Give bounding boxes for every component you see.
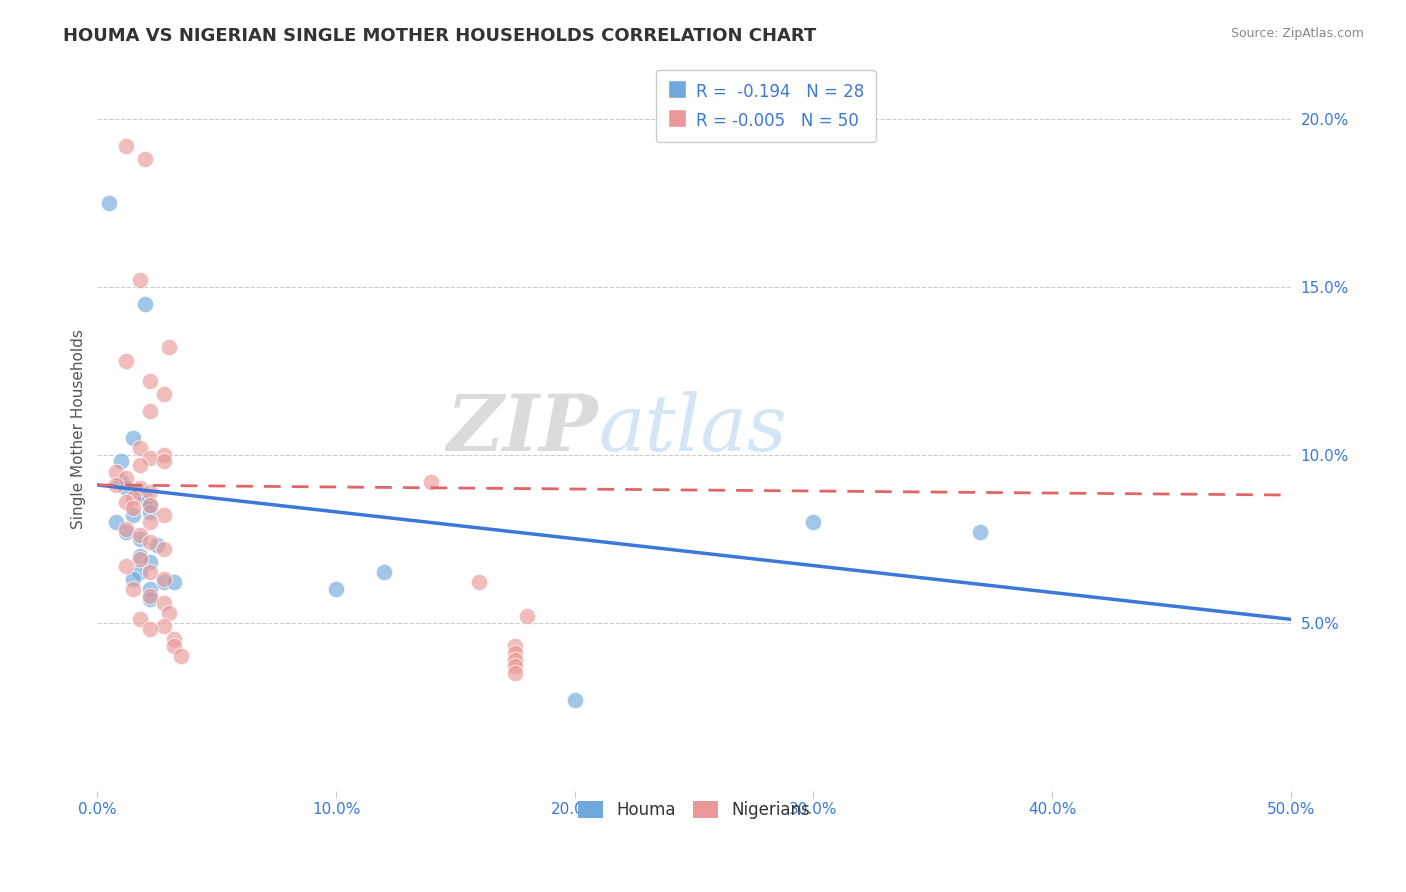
- Point: [98, 195, 121, 210]
- Point: [139, 566, 162, 580]
- Point: [564, 693, 586, 707]
- Point: [122, 508, 145, 523]
- Point: [122, 582, 145, 596]
- Point: [153, 448, 176, 462]
- Point: [139, 484, 162, 499]
- Point: [129, 441, 152, 455]
- Point: [129, 484, 152, 499]
- Point: [503, 652, 526, 666]
- Point: [134, 152, 156, 166]
- Point: [157, 340, 180, 354]
- Point: [146, 538, 169, 552]
- Point: [110, 454, 132, 468]
- Point: [110, 475, 132, 489]
- Point: [129, 532, 152, 546]
- Point: [115, 481, 138, 495]
- Point: [139, 535, 162, 549]
- Y-axis label: Single Mother Households: Single Mother Households: [72, 330, 86, 530]
- Text: Source: ZipAtlas.com: Source: ZipAtlas.com: [1230, 27, 1364, 40]
- Point: [516, 609, 538, 624]
- Point: [139, 498, 162, 512]
- Point: [373, 566, 395, 580]
- Point: [153, 572, 176, 586]
- Point: [129, 528, 152, 542]
- Point: [153, 595, 176, 609]
- Text: HOUMA VS NIGERIAN SINGLE MOTHER HOUSEHOLDS CORRELATION CHART: HOUMA VS NIGERIAN SINGLE MOTHER HOUSEHOL…: [63, 27, 817, 45]
- Point: [153, 454, 176, 468]
- Point: [139, 555, 162, 569]
- Point: [153, 387, 176, 401]
- Point: [115, 353, 138, 368]
- Point: [139, 589, 162, 603]
- Point: [122, 431, 145, 445]
- Point: [122, 491, 145, 506]
- Point: [139, 498, 162, 512]
- Point: [129, 481, 152, 495]
- Point: [115, 524, 138, 539]
- Point: [115, 495, 138, 509]
- Point: [803, 515, 825, 529]
- Point: [139, 505, 162, 519]
- Point: [325, 582, 347, 596]
- Point: [969, 524, 991, 539]
- Point: [139, 592, 162, 607]
- Point: [115, 471, 138, 485]
- Point: [134, 491, 156, 506]
- Point: [115, 522, 138, 536]
- Point: [163, 639, 186, 653]
- Point: [105, 465, 128, 479]
- Point: [134, 296, 156, 310]
- Point: [129, 458, 152, 472]
- Point: [163, 632, 186, 647]
- Point: [139, 374, 162, 388]
- Point: [420, 475, 443, 489]
- Point: [468, 575, 491, 590]
- Point: [157, 606, 180, 620]
- Point: [170, 649, 193, 664]
- Point: [129, 566, 152, 580]
- Point: [503, 646, 526, 660]
- Point: [122, 572, 145, 586]
- Point: [115, 558, 138, 573]
- Point: [129, 552, 152, 566]
- Point: [163, 575, 186, 590]
- Point: [129, 549, 152, 563]
- Point: [139, 582, 162, 596]
- Legend: Houma, Nigerians: Houma, Nigerians: [572, 794, 817, 826]
- Point: [139, 404, 162, 418]
- Point: [115, 138, 138, 153]
- Point: [153, 619, 176, 633]
- Point: [503, 639, 526, 653]
- Point: [105, 478, 128, 492]
- Point: [105, 515, 128, 529]
- Point: [153, 575, 176, 590]
- Point: [129, 273, 152, 287]
- Point: [122, 501, 145, 516]
- Text: atlas: atlas: [599, 392, 787, 467]
- Point: [153, 541, 176, 556]
- Point: [503, 659, 526, 673]
- Point: [139, 515, 162, 529]
- Text: ZIP: ZIP: [447, 392, 599, 467]
- Point: [153, 508, 176, 523]
- Point: [503, 666, 526, 681]
- Point: [129, 612, 152, 626]
- Point: [139, 623, 162, 637]
- Point: [139, 451, 162, 466]
